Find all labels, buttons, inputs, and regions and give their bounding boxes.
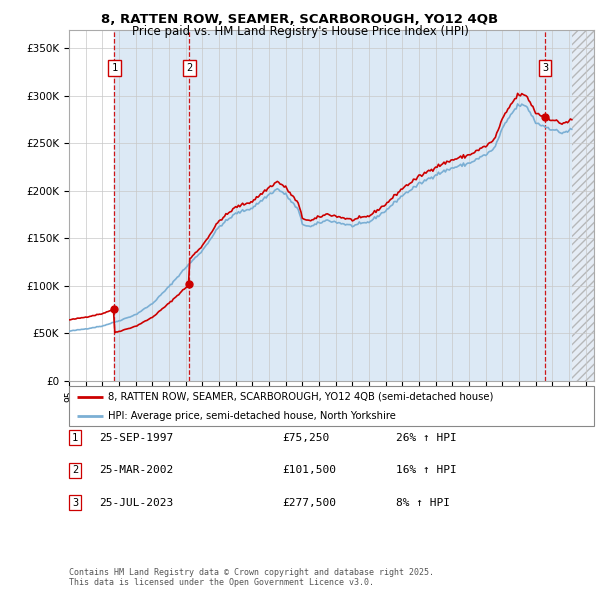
Text: £101,500: £101,500 bbox=[282, 466, 336, 475]
Text: 2: 2 bbox=[72, 466, 78, 475]
Text: 26% ↑ HPI: 26% ↑ HPI bbox=[396, 433, 457, 442]
Text: £277,500: £277,500 bbox=[282, 498, 336, 507]
Text: 2: 2 bbox=[187, 63, 193, 73]
Text: 25-SEP-1997: 25-SEP-1997 bbox=[99, 433, 173, 442]
Text: Contains HM Land Registry data © Crown copyright and database right 2025.
This d: Contains HM Land Registry data © Crown c… bbox=[69, 568, 434, 587]
Text: 3: 3 bbox=[72, 498, 78, 507]
Text: 1: 1 bbox=[112, 63, 118, 73]
Text: HPI: Average price, semi-detached house, North Yorkshire: HPI: Average price, semi-detached house,… bbox=[109, 411, 396, 421]
Text: 3: 3 bbox=[542, 63, 548, 73]
Text: 16% ↑ HPI: 16% ↑ HPI bbox=[396, 466, 457, 475]
Bar bbox=[190, 30, 545, 381]
Text: £75,250: £75,250 bbox=[282, 433, 329, 442]
Text: 8, RATTEN ROW, SEAMER, SCARBOROUGH, YO12 4QB: 8, RATTEN ROW, SEAMER, SCARBOROUGH, YO12… bbox=[101, 13, 499, 26]
Bar bbox=[572, 30, 594, 381]
Text: 25-MAR-2002: 25-MAR-2002 bbox=[99, 466, 173, 475]
Bar bbox=[545, 30, 594, 381]
Text: Price paid vs. HM Land Registry's House Price Index (HPI): Price paid vs. HM Land Registry's House … bbox=[131, 25, 469, 38]
Text: 1: 1 bbox=[72, 433, 78, 442]
Text: 25-JUL-2023: 25-JUL-2023 bbox=[99, 498, 173, 507]
Bar bbox=[115, 30, 190, 381]
Text: 8% ↑ HPI: 8% ↑ HPI bbox=[396, 498, 450, 507]
FancyBboxPatch shape bbox=[69, 386, 594, 426]
Text: 8, RATTEN ROW, SEAMER, SCARBOROUGH, YO12 4QB (semi-detached house): 8, RATTEN ROW, SEAMER, SCARBOROUGH, YO12… bbox=[109, 392, 494, 402]
